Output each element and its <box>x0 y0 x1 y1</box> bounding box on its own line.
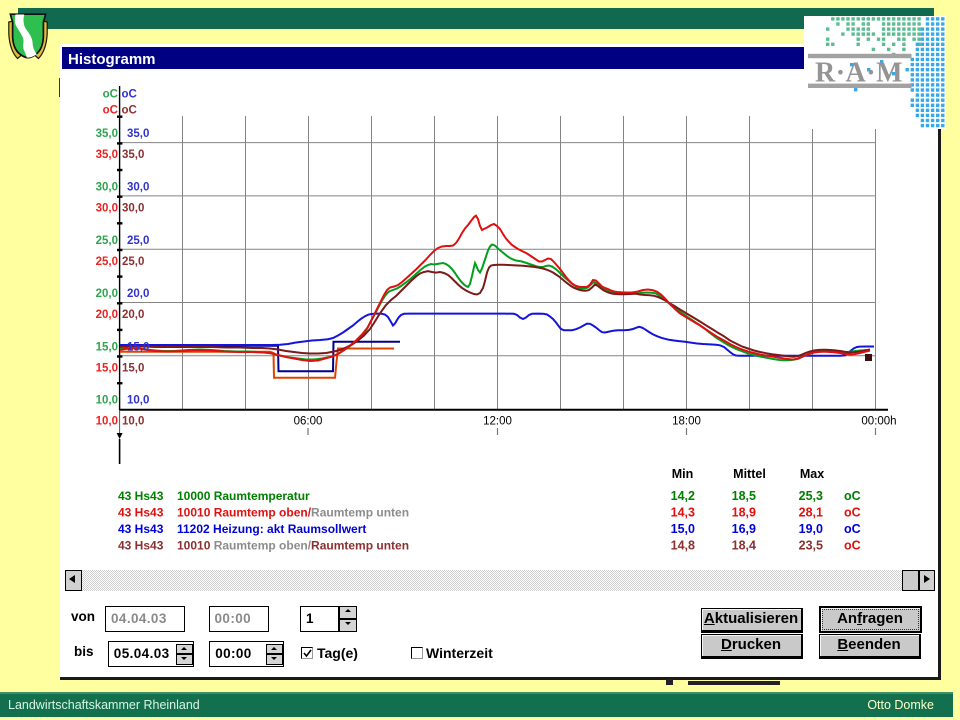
svg-text:oC: oC <box>103 89 118 101</box>
svg-text:10,0: 10,0 <box>96 416 118 428</box>
svg-text:16,9: 16,9 <box>732 522 756 536</box>
svg-text:25,0: 25,0 <box>122 256 144 268</box>
svg-text:14,3: 14,3 <box>671 506 695 520</box>
svg-text:30,0: 30,0 <box>96 182 118 194</box>
svg-text:20,0: 20,0 <box>96 309 118 321</box>
svg-text:oC: oC <box>122 105 137 117</box>
svg-text:15,0: 15,0 <box>127 341 149 353</box>
svg-text:18,5: 18,5 <box>732 489 756 503</box>
svg-text:oC: oC <box>122 89 137 101</box>
svg-text:15,0: 15,0 <box>96 362 118 374</box>
svg-text:25,0: 25,0 <box>127 235 149 247</box>
svg-text:10,0: 10,0 <box>122 416 144 428</box>
svg-text:oC: oC <box>844 539 861 553</box>
svg-text:14,8: 14,8 <box>671 539 695 553</box>
svg-text:06:00: 06:00 <box>294 416 323 428</box>
svg-text:35,0: 35,0 <box>96 128 118 140</box>
svg-text:11202 Heizung: akt Raumsollwer: 11202 Heizung: akt Raumsollwert <box>177 522 366 536</box>
svg-text:15,0: 15,0 <box>96 341 118 353</box>
svg-text:Mittel: Mittel <box>733 467 766 481</box>
svg-text:28,1: 28,1 <box>799 506 823 520</box>
svg-text:15,0: 15,0 <box>671 522 695 536</box>
svg-text:18,4: 18,4 <box>732 539 756 553</box>
svg-text:oC: oC <box>103 105 118 117</box>
svg-text:10,0: 10,0 <box>127 395 149 407</box>
svg-text:14,2: 14,2 <box>671 489 695 503</box>
svg-text:18:00: 18:00 <box>672 416 701 428</box>
svg-text:15,0: 15,0 <box>122 362 144 374</box>
svg-text:19,0: 19,0 <box>799 522 823 536</box>
svg-text:23,5: 23,5 <box>799 539 823 553</box>
svg-text:18,9: 18,9 <box>732 506 756 520</box>
svg-text:10,0: 10,0 <box>96 395 118 407</box>
svg-text:30,0: 30,0 <box>122 203 144 215</box>
svg-text:oC: oC <box>844 506 861 520</box>
svg-text:25,0: 25,0 <box>96 256 118 268</box>
svg-text:oC: oC <box>844 489 861 503</box>
svg-text:10000 Raumtemperatur: 10000 Raumtemperatur <box>177 489 310 503</box>
svg-text:35,0: 35,0 <box>127 128 149 140</box>
svg-text:20,0: 20,0 <box>122 309 144 321</box>
svg-text:20,0: 20,0 <box>127 288 149 300</box>
svg-text:30,0: 30,0 <box>96 203 118 215</box>
svg-text:43 Hs43: 43 Hs43 <box>118 489 164 503</box>
svg-text:Min: Min <box>672 467 694 481</box>
svg-text:25,0: 25,0 <box>96 235 118 247</box>
svg-text:12:00: 12:00 <box>483 416 512 428</box>
svg-text:20,0: 20,0 <box>96 288 118 300</box>
svg-text:Max: Max <box>800 467 824 481</box>
svg-text:35,0: 35,0 <box>122 149 144 161</box>
svg-text:30,0: 30,0 <box>127 182 149 194</box>
svg-text:oC: oC <box>844 522 861 536</box>
svg-text:25,3: 25,3 <box>799 489 823 503</box>
svg-text:00:00h: 00:00h <box>861 416 896 428</box>
svg-text:R·A·M: R·A·M <box>815 58 903 89</box>
svg-text:35,0: 35,0 <box>96 149 118 161</box>
svg-text:43 Hs43: 43 Hs43 <box>118 522 164 536</box>
